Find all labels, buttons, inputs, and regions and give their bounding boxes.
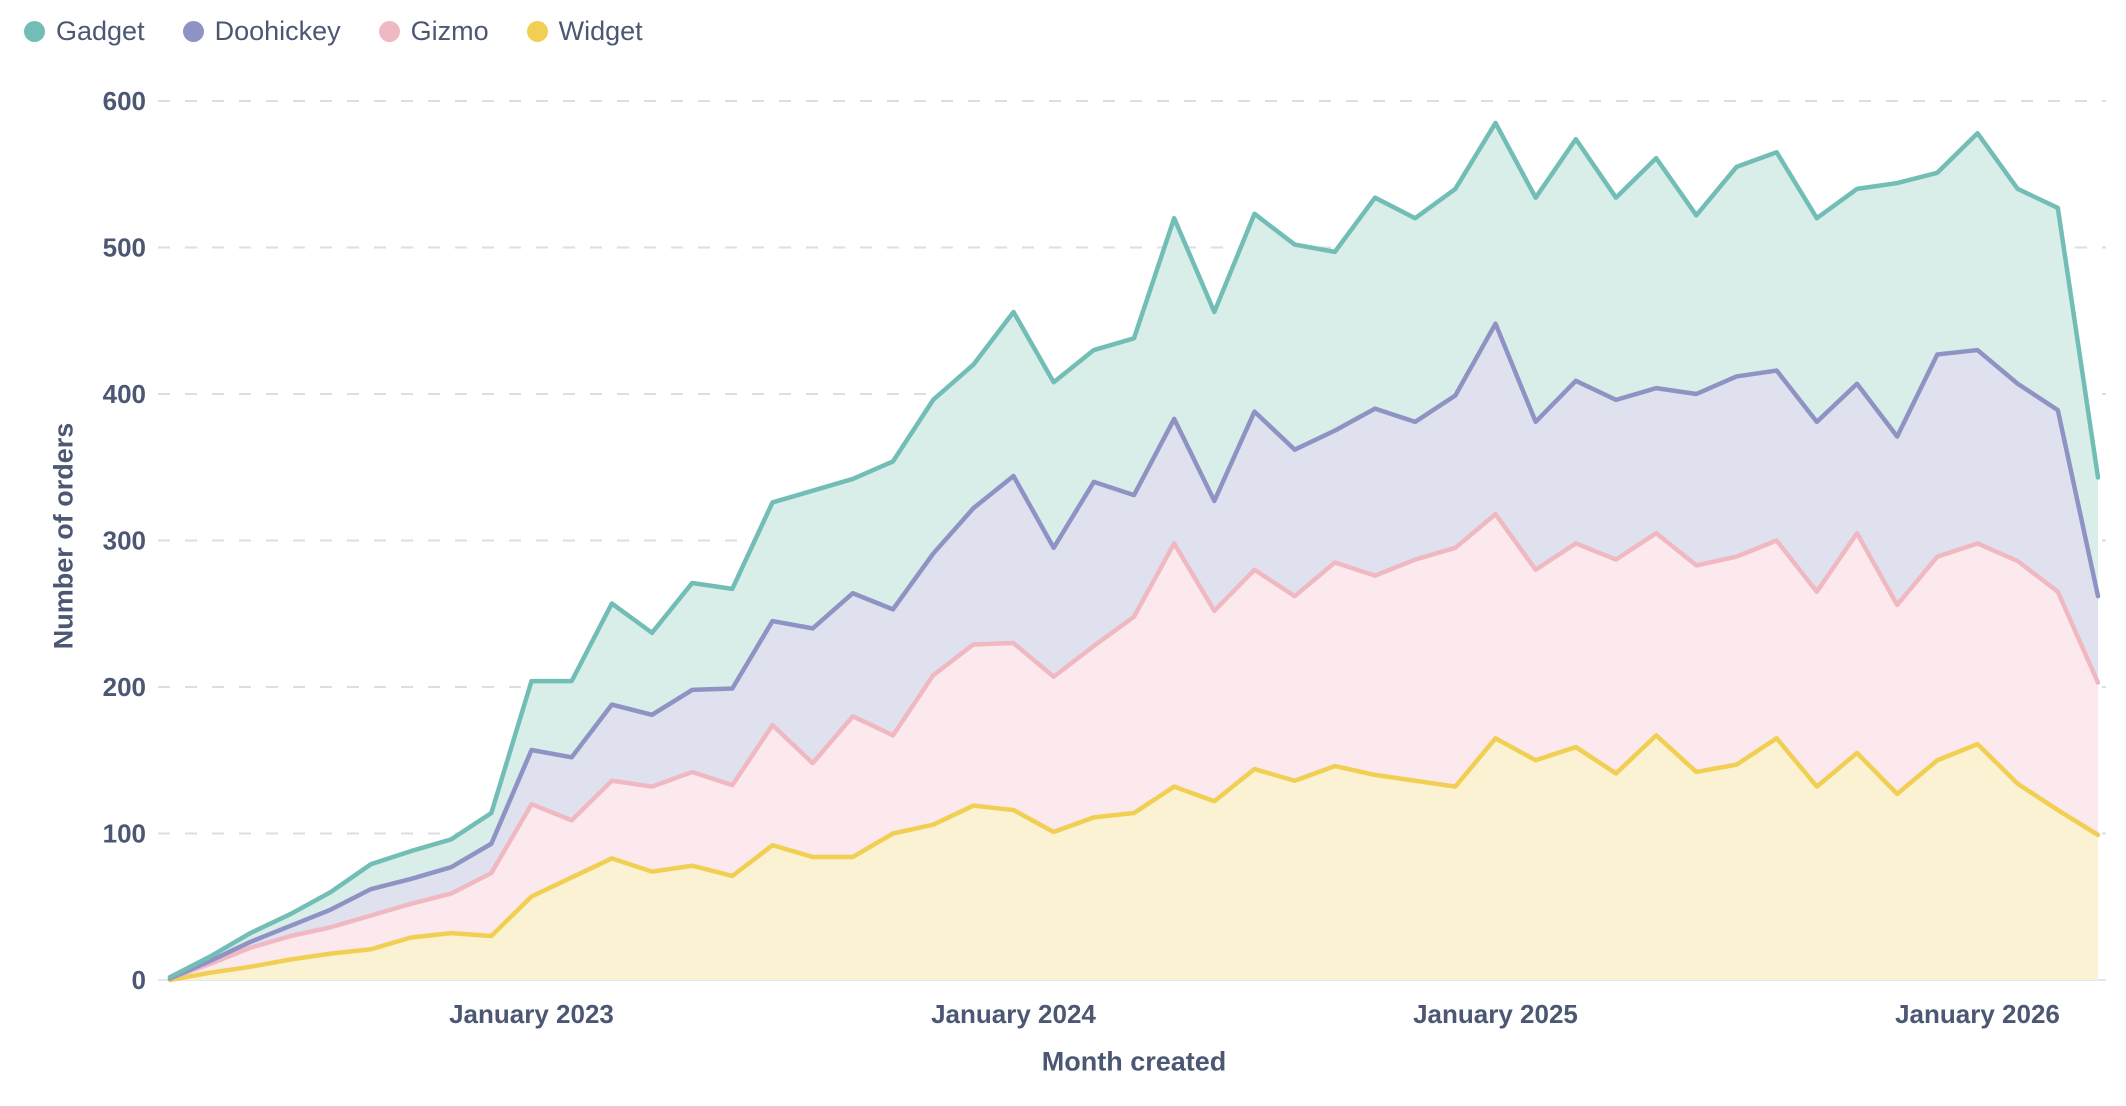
legend-item-widget[interactable]: Widget: [526, 16, 643, 46]
line-widget[interactable]: [167, 733, 2101, 983]
y-tick-label-0: 0: [132, 965, 146, 995]
area-doohickey[interactable]: [170, 323, 2098, 979]
line-gizmo[interactable]: [167, 511, 2101, 981]
legend-dot-doohickey: [182, 21, 204, 42]
x-tick-label-january-2025: January 2025: [1413, 999, 1578, 1029]
y-tick-label-300: 300: [103, 526, 146, 556]
legend-dot-gizmo: [378, 21, 400, 42]
y-tick-label-400: 400: [103, 379, 146, 409]
y-tick-label-500: 500: [103, 233, 146, 263]
legend-dot-gadget: [24, 21, 45, 42]
line-gadget[interactable]: [167, 120, 2101, 980]
y-tick-label-100: 100: [103, 819, 146, 849]
chart-legend: Gadget Doohickey Gizmo Widget: [24, 18, 643, 45]
legend-label: Gadget: [56, 16, 145, 46]
x-axis-title: Month created: [1041, 1046, 1227, 1077]
legend-item-gadget[interactable]: Gadget: [24, 18, 145, 45]
y-tick-label-200: 200: [103, 672, 146, 702]
legend-item-gizmo[interactable]: Gizmo: [378, 16, 489, 46]
legend-label: Widget: [558, 16, 643, 46]
area-gadget[interactable]: [170, 122, 2098, 979]
y-tick-label-600: 600: [103, 86, 146, 116]
x-tick-label-january-2026: January 2026: [1895, 999, 2060, 1029]
y-axis-title: Number of orders: [48, 422, 79, 650]
x-tick-label-january-2024: January 2024: [931, 999, 1096, 1029]
legend-label: Doohickey: [214, 16, 341, 46]
area-widget[interactable]: [170, 735, 2098, 980]
legend-dot-widget: [526, 21, 548, 42]
legend-item-doohickey[interactable]: Doohickey: [182, 16, 341, 46]
x-tick-label-january-2023: January 2023: [449, 999, 614, 1029]
legend-label: Gizmo: [410, 16, 489, 46]
line-doohickey[interactable]: [167, 321, 2101, 981]
area-gizmo[interactable]: [170, 514, 2098, 980]
